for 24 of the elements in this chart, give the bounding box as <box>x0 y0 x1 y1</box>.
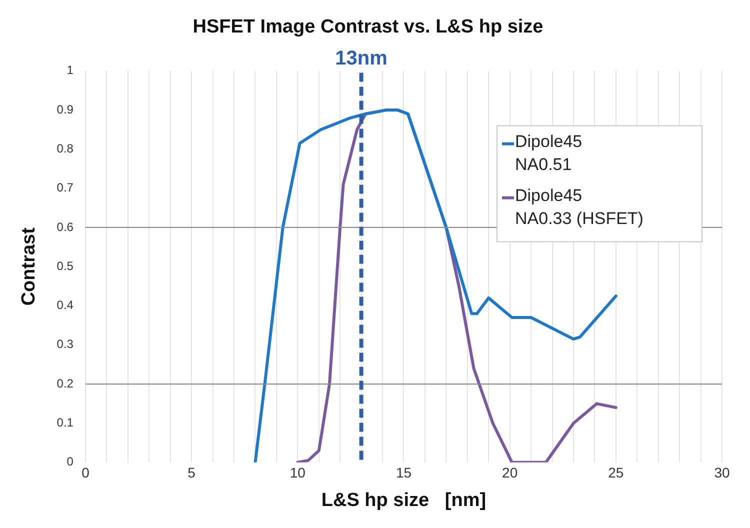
x-tick-label: 10 <box>290 464 306 481</box>
x-tick-label: 25 <box>608 464 624 481</box>
y-tick-label: 0.6 <box>56 220 74 234</box>
y-tick-label: 0 <box>66 454 74 469</box>
y-tick-label: 0.9 <box>56 102 74 116</box>
x-tick-label: 30 <box>714 464 730 481</box>
ref-line-label: 13nm <box>335 47 388 70</box>
x-tick-label: 15 <box>396 464 412 481</box>
y-tick-label: 0.1 <box>56 416 74 430</box>
y-tick-label: 0.7 <box>56 180 74 195</box>
legend-label: Dipole45 NA0.33 (HSFET) <box>515 186 644 228</box>
chart-title: HSFET Image Contrast vs. L&S hp size <box>192 16 544 38</box>
x-axis-title: L&S hp size [nm] <box>321 490 486 511</box>
x-tick-label: 5 <box>188 464 196 481</box>
y-tick-label: 0.2 <box>56 376 74 390</box>
y-tick-label: 0.5 <box>56 258 74 273</box>
legend-label: Dipole45 NA0.51 <box>515 132 582 174</box>
y-tick-label: 0.4 <box>56 298 74 312</box>
y-tick-label: 1 <box>66 63 74 78</box>
x-tick-label: 0 <box>82 464 90 481</box>
y-tick-label: 0.8 <box>56 141 74 156</box>
y-tick-label: 0.3 <box>56 337 74 352</box>
x-tick-label: 20 <box>502 464 518 481</box>
y-axis-title: Contrast <box>18 226 40 306</box>
